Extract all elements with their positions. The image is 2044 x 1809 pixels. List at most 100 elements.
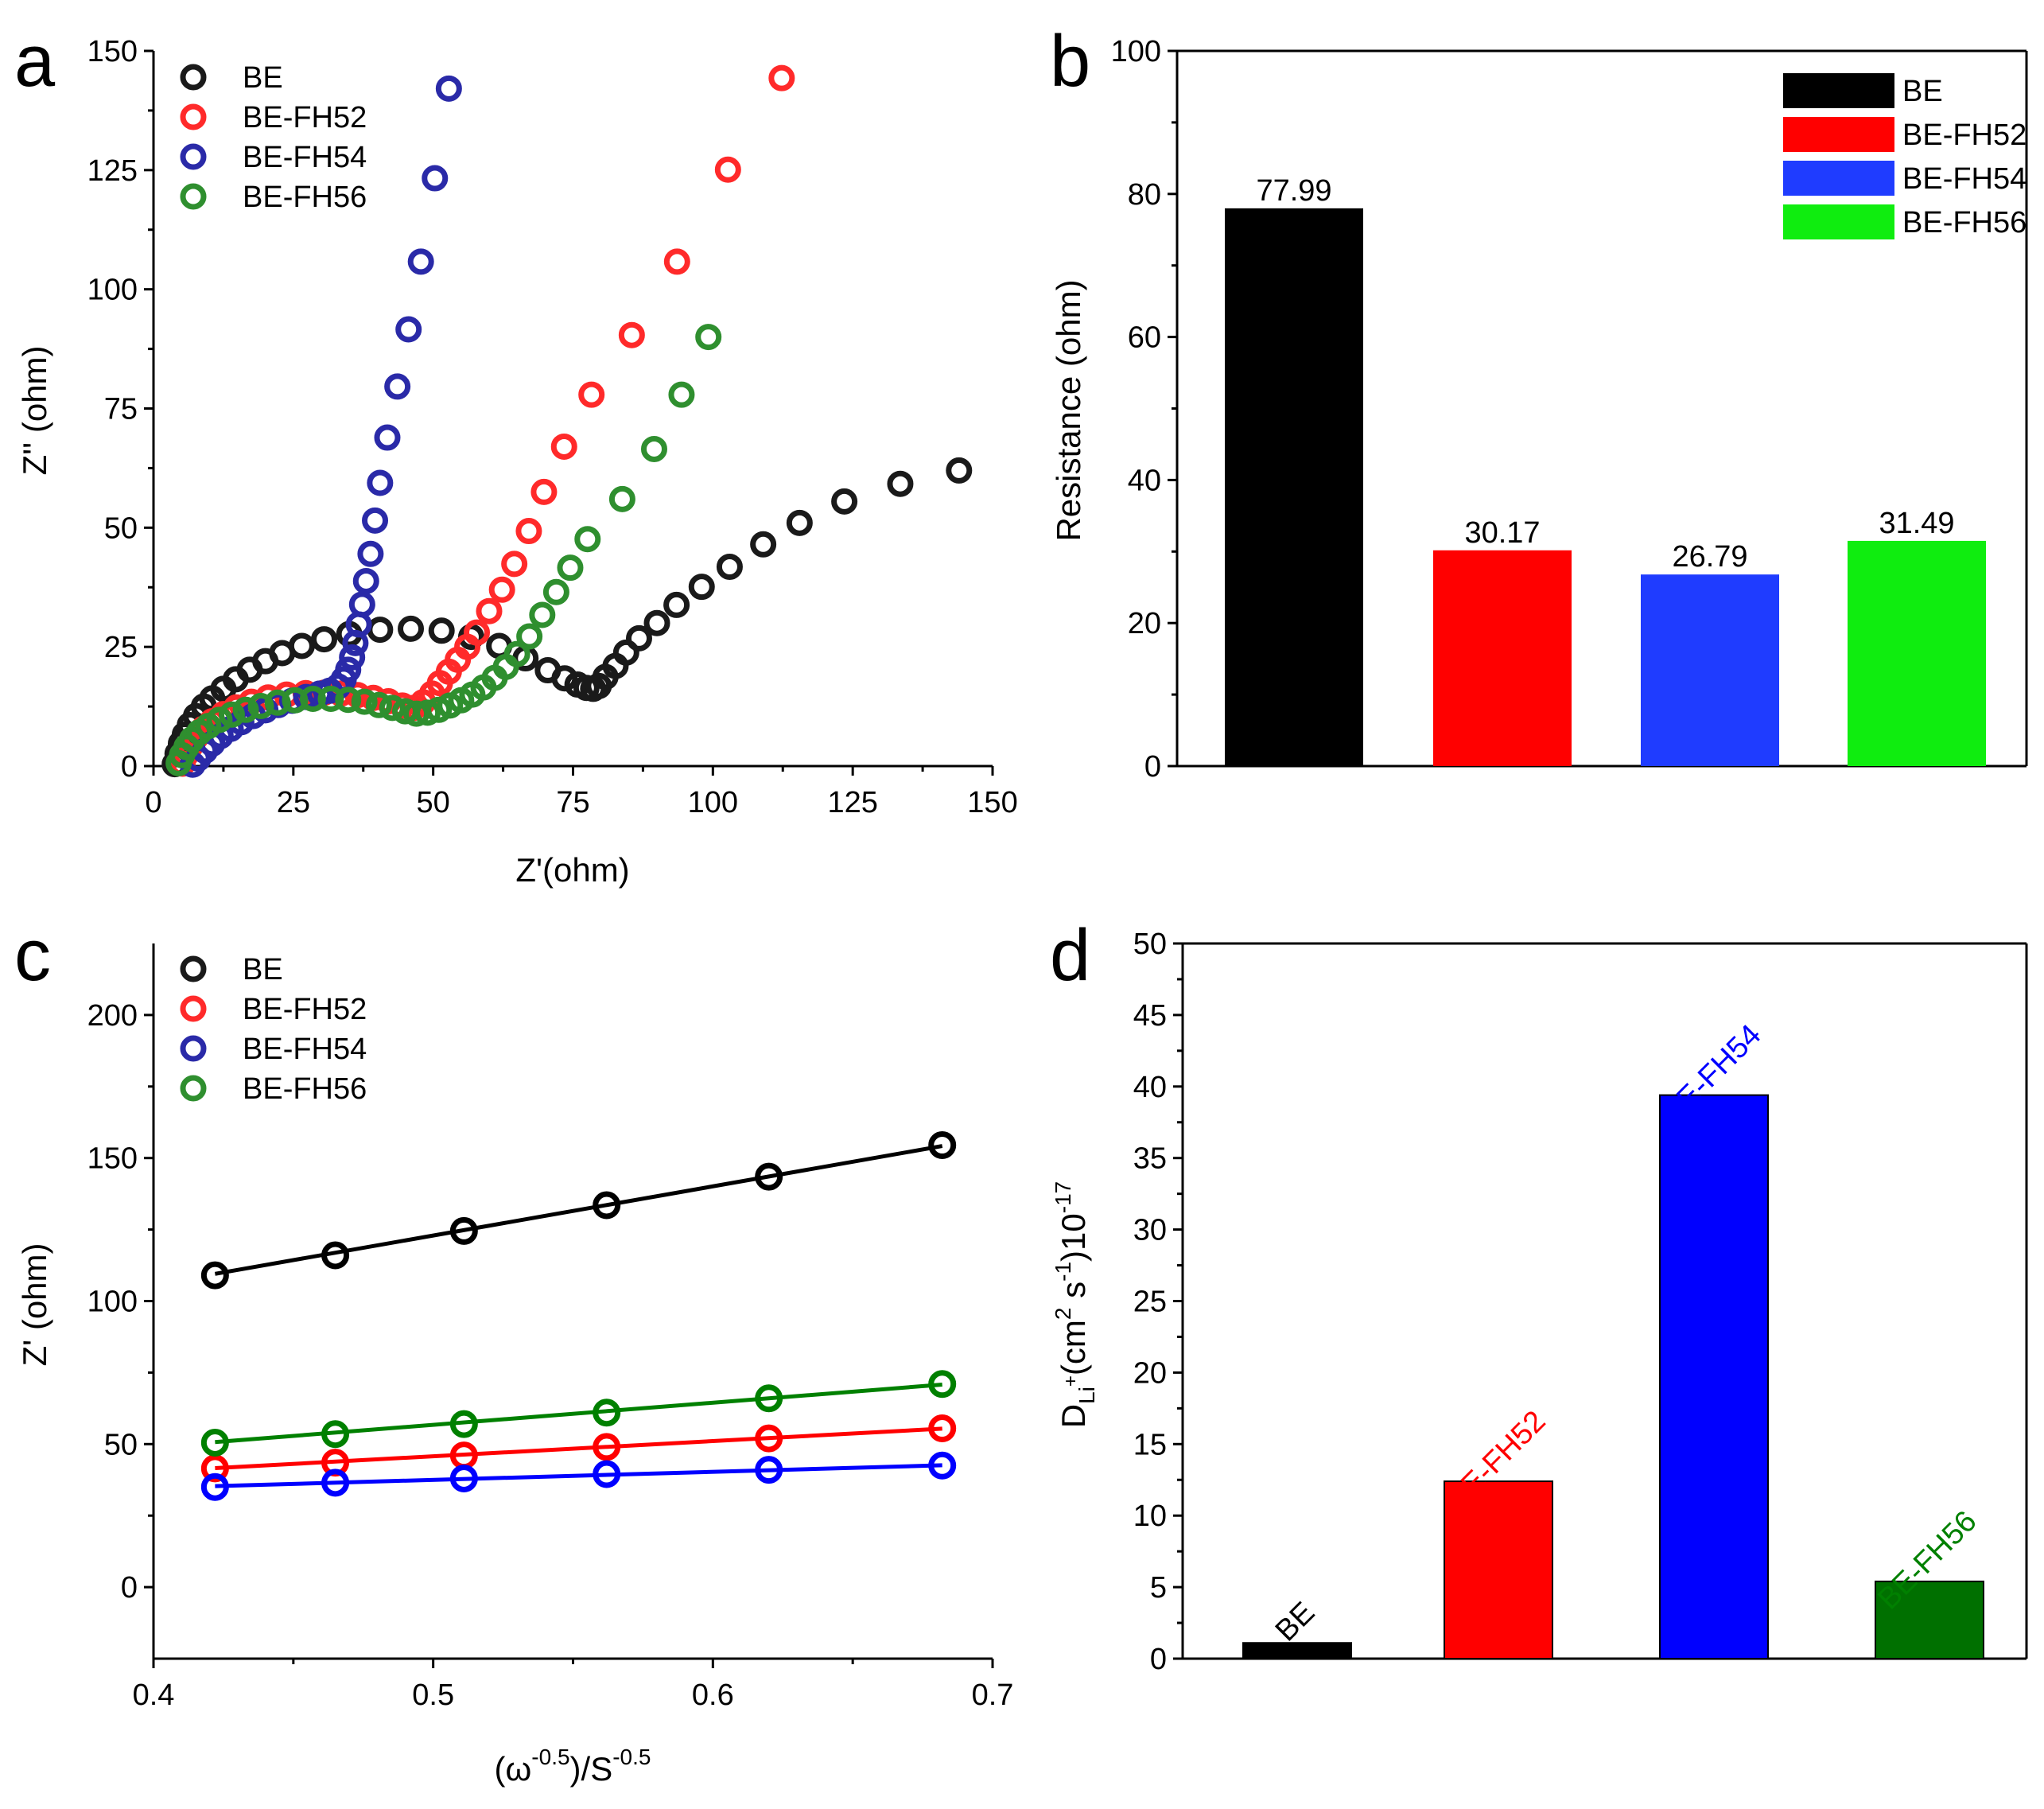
- panel-a-point-be: [716, 553, 743, 580]
- panel-d-y-tick-label: 5: [1150, 1571, 1167, 1605]
- panel-c-legend-marker: [180, 955, 207, 982]
- panel-a-point-be: [786, 509, 813, 536]
- panel-b-bar-be: [1225, 208, 1363, 767]
- panel-c-point-be: [593, 1191, 621, 1220]
- panel-c-x-tick-label: 0.4: [133, 1679, 175, 1712]
- panel-a-point-be-fh54: [339, 644, 366, 671]
- panel-letter-c: c: [14, 915, 51, 996]
- panel-a-y-tick-label: 150: [87, 35, 138, 68]
- panel-d-ylabel-s: s: [1055, 1282, 1092, 1308]
- panel-c-point-be: [200, 1261, 229, 1290]
- panel-a-legend-label: BE-FH56: [243, 181, 367, 214]
- panel-a-point-be: [398, 615, 425, 642]
- panel-a-point-be-fh56: [529, 601, 556, 628]
- panel-c-y-tick-label: 50: [104, 1428, 138, 1461]
- panel-b-legend-swatch: [1783, 73, 1894, 108]
- panel-a-point-be: [612, 639, 639, 666]
- panel-c-fit-line-be-fh56: [215, 1383, 942, 1445]
- panel-a-point-be-fh54: [357, 540, 384, 567]
- panel-a-point-be: [831, 488, 858, 515]
- panel-a-legend-label: BE-FH52: [243, 101, 367, 134]
- panel-a-x-tick-label: 125: [827, 786, 877, 819]
- panel-b-bar-be-fh56: [1848, 540, 1986, 766]
- panel-b-bar-be-fh54: [1641, 574, 1779, 766]
- panel-c-point-be-fh56: [449, 1410, 478, 1438]
- panel-a-point-be-fh54: [384, 373, 411, 400]
- panel-a-point-be: [311, 626, 338, 653]
- panel-a-x-tick-label: 150: [967, 786, 1017, 819]
- panel-c-y-tick-label: 200: [87, 999, 138, 1033]
- panel-a-point-be-fh54: [422, 165, 449, 192]
- panel-c-point-be: [755, 1162, 783, 1191]
- panel-a-point-be-fh56: [640, 435, 667, 462]
- panel-d-ylabel-li: Li: [1074, 1387, 1099, 1404]
- panel-c-x-tick-label: 0.5: [412, 1679, 454, 1712]
- panel-a-x-tick-label: 50: [417, 786, 450, 819]
- panel-a-point-be-fh52: [476, 597, 503, 624]
- panel-a-point-be-fh54: [362, 507, 389, 534]
- panel-a-y-tick-label: 25: [104, 631, 138, 664]
- panel-a-x-axis-title: Z'(ohm): [515, 851, 629, 889]
- panel-c-point-be-fh56: [200, 1429, 229, 1457]
- panel-a-point-be-fh56: [365, 691, 392, 718]
- panel-d-ylabel-d: D: [1055, 1404, 1092, 1428]
- panel-c-legend-marker: [180, 995, 207, 1022]
- panel-a-x-tick-label: 25: [277, 786, 310, 819]
- panel-c-point-be: [449, 1216, 478, 1245]
- panel-c-point-be-fh52: [200, 1454, 229, 1483]
- panel-a-point-be: [750, 531, 777, 558]
- panel-c-legend-label: BE: [243, 953, 283, 986]
- panel-a-point-be-fh52: [488, 576, 515, 603]
- panel-c-x-tick-label: 0.6: [692, 1679, 734, 1712]
- panel-c-legend-marker: [180, 1035, 207, 1062]
- panel-a-legend-label: BE-FH54: [243, 141, 367, 174]
- panel-c-x-tick-label: 0.7: [972, 1679, 1014, 1712]
- panel-c-point-be-fh54: [321, 1469, 350, 1497]
- panel-b-y-tick-label: 60: [1128, 321, 1161, 355]
- panel-a-point-be-fh56: [264, 689, 291, 716]
- panel-d-ylabel-close: )10: [1055, 1213, 1092, 1262]
- panel-a-y-tick-label: 100: [87, 274, 138, 307]
- panel-a-point-be-fh56: [247, 692, 274, 719]
- panel-d-y-tick-label: 20: [1133, 1356, 1167, 1390]
- panel-c-xlabel-open: (ω: [495, 1750, 532, 1788]
- panel-c-legend-label: BE-FH54: [243, 1033, 367, 1066]
- warburg-plot-panel: 0 50 100 150 200 0.4 0.5 0.6 0.7 BE BE-FH52 BE-FH54…: [87, 943, 1014, 1712]
- panel-a-point-be-fh54: [407, 248, 434, 275]
- panel-a-point-be-fh54: [374, 424, 401, 451]
- panel-a-y-tick-label: 50: [104, 512, 138, 545]
- panel-a-point-be-fh52: [663, 248, 690, 275]
- panel-c-point-be-fh52: [755, 1424, 783, 1453]
- panel-a-point-be-fh56: [557, 554, 584, 582]
- panel-a-x-tick-label: 0: [145, 786, 161, 819]
- panel-a-point-be: [551, 665, 578, 692]
- panel-a-point-be-fh56: [232, 696, 259, 723]
- panel-a-point-be-fh52: [768, 64, 795, 91]
- panel-d-bar-be-fh52: [1444, 1480, 1553, 1659]
- panel-a-point-be: [625, 624, 652, 652]
- panel-a-point-be: [428, 617, 455, 644]
- panel-c-xlabel-mid: )/S: [570, 1750, 613, 1788]
- panel-c-point-be-fh56: [928, 1370, 957, 1399]
- panel-a-point-be-fh56: [668, 381, 695, 408]
- panel-c-point-be-fh54: [200, 1472, 229, 1501]
- panel-c-fit-line-be: [214, 1144, 943, 1276]
- panel-b-bar-value-label: 26.79: [1672, 540, 1747, 574]
- panel-a-point-be-fh52: [578, 381, 605, 408]
- panel-d-y-tick-label: 50: [1133, 928, 1167, 961]
- panel-a-legend-label: BE: [243, 61, 283, 95]
- panel-a-legend-marker: [180, 143, 207, 170]
- panel-letter-a: a: [14, 21, 56, 102]
- panel-a-point-be: [688, 574, 715, 601]
- panel-a-point-be: [663, 591, 690, 618]
- panel-a-point-be-fh52: [515, 518, 542, 545]
- panel-b-y-tick-label: 40: [1128, 464, 1161, 497]
- panel-a-point-be-fh56: [503, 640, 530, 667]
- panel-a-point-be-fh56: [317, 685, 344, 712]
- panel-a-point-be-fh56: [218, 701, 245, 728]
- panel-b-y-tick-label: 20: [1128, 607, 1161, 640]
- panel-a-point-be: [887, 470, 914, 497]
- panel-b-legend-swatch: [1783, 161, 1894, 196]
- panel-a-point-be: [643, 609, 670, 636]
- panel-d-bar-be-fh54: [1659, 1094, 1769, 1659]
